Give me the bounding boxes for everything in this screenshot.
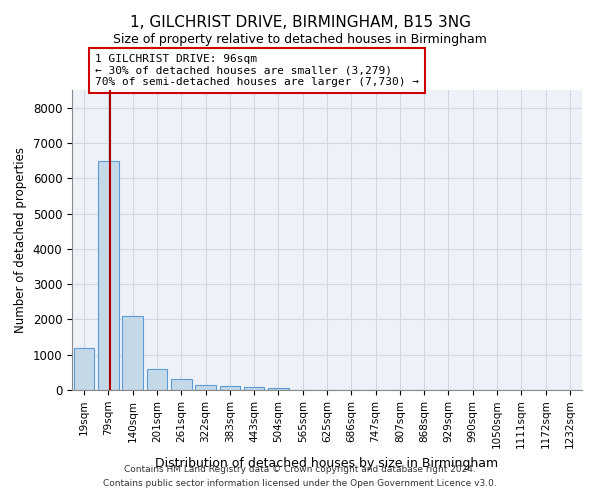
- Bar: [74, 348, 94, 390]
- X-axis label: Distribution of detached houses by size in Birmingham: Distribution of detached houses by size …: [155, 457, 499, 470]
- Bar: [122, 316, 143, 390]
- Bar: [195, 384, 216, 390]
- Bar: [98, 160, 119, 390]
- Bar: [171, 380, 191, 390]
- Text: 1, GILCHRIST DRIVE, BIRMINGHAM, B15 3NG: 1, GILCHRIST DRIVE, BIRMINGHAM, B15 3NG: [130, 15, 470, 30]
- Bar: [146, 369, 167, 390]
- Bar: [268, 388, 289, 390]
- Text: Size of property relative to detached houses in Birmingham: Size of property relative to detached ho…: [113, 32, 487, 46]
- Bar: [220, 386, 240, 390]
- Text: 1 GILCHRIST DRIVE: 96sqm
← 30% of detached houses are smaller (3,279)
70% of sem: 1 GILCHRIST DRIVE: 96sqm ← 30% of detach…: [95, 54, 419, 87]
- Y-axis label: Number of detached properties: Number of detached properties: [14, 147, 27, 333]
- Text: Contains HM Land Registry data © Crown copyright and database right 2024.
Contai: Contains HM Land Registry data © Crown c…: [103, 466, 497, 487]
- Bar: [244, 387, 265, 390]
